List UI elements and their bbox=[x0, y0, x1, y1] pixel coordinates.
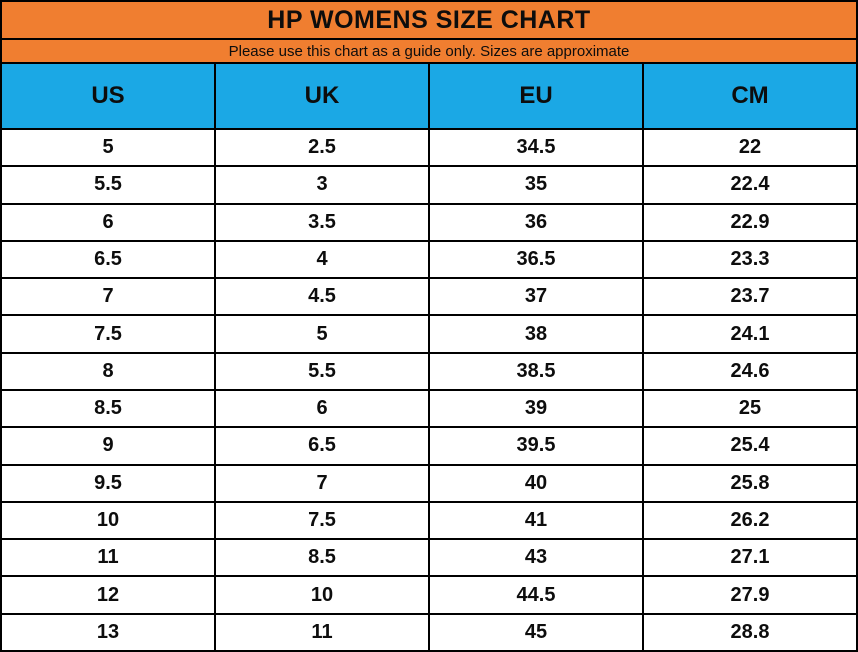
table-row: 6 3.5 36 22.9 bbox=[0, 202, 858, 242]
table-cell: 24.6 bbox=[642, 351, 858, 391]
table-cell: 6.5 bbox=[0, 239, 216, 280]
table-cell: 27.9 bbox=[642, 575, 858, 615]
table-cell: 4.5 bbox=[214, 277, 430, 317]
table-cell: 4 bbox=[214, 239, 430, 280]
table-row: 6.5 4 36.5 23.3 bbox=[0, 239, 858, 280]
table-row: 5 2.5 34.5 22 bbox=[0, 127, 858, 168]
table-cell: 24.1 bbox=[642, 314, 858, 354]
table-row: 9.5 7 40 25.8 bbox=[0, 463, 858, 503]
table-cell: 10 bbox=[0, 500, 216, 541]
table-cell: 5.5 bbox=[0, 165, 216, 205]
table-cell: 44.5 bbox=[428, 575, 644, 615]
table-cell: 5 bbox=[214, 314, 430, 354]
table-cell: 22 bbox=[642, 127, 858, 168]
table-cell: 25.4 bbox=[642, 426, 858, 466]
table-row: 7 4.5 37 23.7 bbox=[0, 277, 858, 317]
table-row: 5.5 3 35 22.4 bbox=[0, 165, 858, 205]
table-cell: 23.3 bbox=[642, 239, 858, 280]
table-cell: 27.1 bbox=[642, 538, 858, 578]
table-cell: 22.9 bbox=[642, 202, 858, 242]
table-row: 12 10 44.5 27.9 bbox=[0, 575, 858, 615]
table-cell: 9 bbox=[0, 426, 216, 466]
size-conversion-table: US UK EU CM 5 2.5 34.5 22 5.5 3 35 22.4 6 3.5 36 22.9 6… bbox=[0, 62, 858, 652]
table-cell: 36.5 bbox=[428, 239, 644, 280]
header-row: US UK EU CM bbox=[0, 62, 858, 130]
table-cell: 25 bbox=[642, 388, 858, 429]
table-row: 9 6.5 39.5 25.4 bbox=[0, 426, 858, 466]
table-row: 10 7.5 41 26.2 bbox=[0, 500, 858, 541]
table-cell: 35 bbox=[428, 165, 644, 205]
table-cell: 13 bbox=[0, 612, 216, 652]
table-cell: 39 bbox=[428, 388, 644, 429]
column-header-eu: EU bbox=[428, 62, 644, 130]
table-cell: 10 bbox=[214, 575, 430, 615]
table-cell: 41 bbox=[428, 500, 644, 541]
table-row: 7.5 5 38 24.1 bbox=[0, 314, 858, 354]
table-cell: 7.5 bbox=[0, 314, 216, 354]
table-cell: 12 bbox=[0, 575, 216, 615]
column-header-us: US bbox=[0, 62, 216, 130]
table-cell: 25.8 bbox=[642, 463, 858, 503]
table-cell: 38.5 bbox=[428, 351, 644, 391]
column-header-cm: CM bbox=[642, 62, 858, 130]
table-row: 8 5.5 38.5 24.6 bbox=[0, 351, 858, 391]
table-body: 5 2.5 34.5 22 5.5 3 35 22.4 6 3.5 36 22.9 6.5 4 36.5 23… bbox=[0, 127, 858, 652]
table-cell: 6.5 bbox=[214, 426, 430, 466]
table-cell: 5.5 bbox=[214, 351, 430, 391]
table-cell: 39.5 bbox=[428, 426, 644, 466]
table-cell: 26.2 bbox=[642, 500, 858, 541]
page-title: HP WOMENS SIZE CHART bbox=[0, 0, 858, 40]
table-cell: 5 bbox=[0, 127, 216, 168]
table-cell: 6 bbox=[0, 202, 216, 242]
table-cell: 34.5 bbox=[428, 127, 644, 168]
table-cell: 22.4 bbox=[642, 165, 858, 205]
table-cell: 23.7 bbox=[642, 277, 858, 317]
table-cell: 38 bbox=[428, 314, 644, 354]
table-cell: 7 bbox=[214, 463, 430, 503]
table-cell: 28.8 bbox=[642, 612, 858, 652]
column-header-uk: UK bbox=[214, 62, 430, 130]
table-cell: 8.5 bbox=[0, 388, 216, 429]
table-cell: 7.5 bbox=[214, 500, 430, 541]
table-cell: 40 bbox=[428, 463, 644, 503]
chart-subtitle: Please use this chart as a guide only. S… bbox=[0, 40, 858, 62]
table-cell: 36 bbox=[428, 202, 644, 242]
table-cell: 3 bbox=[214, 165, 430, 205]
table-cell: 2.5 bbox=[214, 127, 430, 168]
table-cell: 3.5 bbox=[214, 202, 430, 242]
table-cell: 11 bbox=[214, 612, 430, 652]
table-row: 8.5 6 39 25 bbox=[0, 388, 858, 429]
table-row: 11 8.5 43 27.1 bbox=[0, 538, 858, 578]
table-cell: 6 bbox=[214, 388, 430, 429]
table-cell: 7 bbox=[0, 277, 216, 317]
table-cell: 9.5 bbox=[0, 463, 216, 503]
table-cell: 11 bbox=[0, 538, 216, 578]
table-cell: 8.5 bbox=[214, 538, 430, 578]
table-row: 13 11 45 28.8 bbox=[0, 612, 858, 652]
table-cell: 45 bbox=[428, 612, 644, 652]
table-cell: 43 bbox=[428, 538, 644, 578]
table-cell: 37 bbox=[428, 277, 644, 317]
table-cell: 8 bbox=[0, 351, 216, 391]
